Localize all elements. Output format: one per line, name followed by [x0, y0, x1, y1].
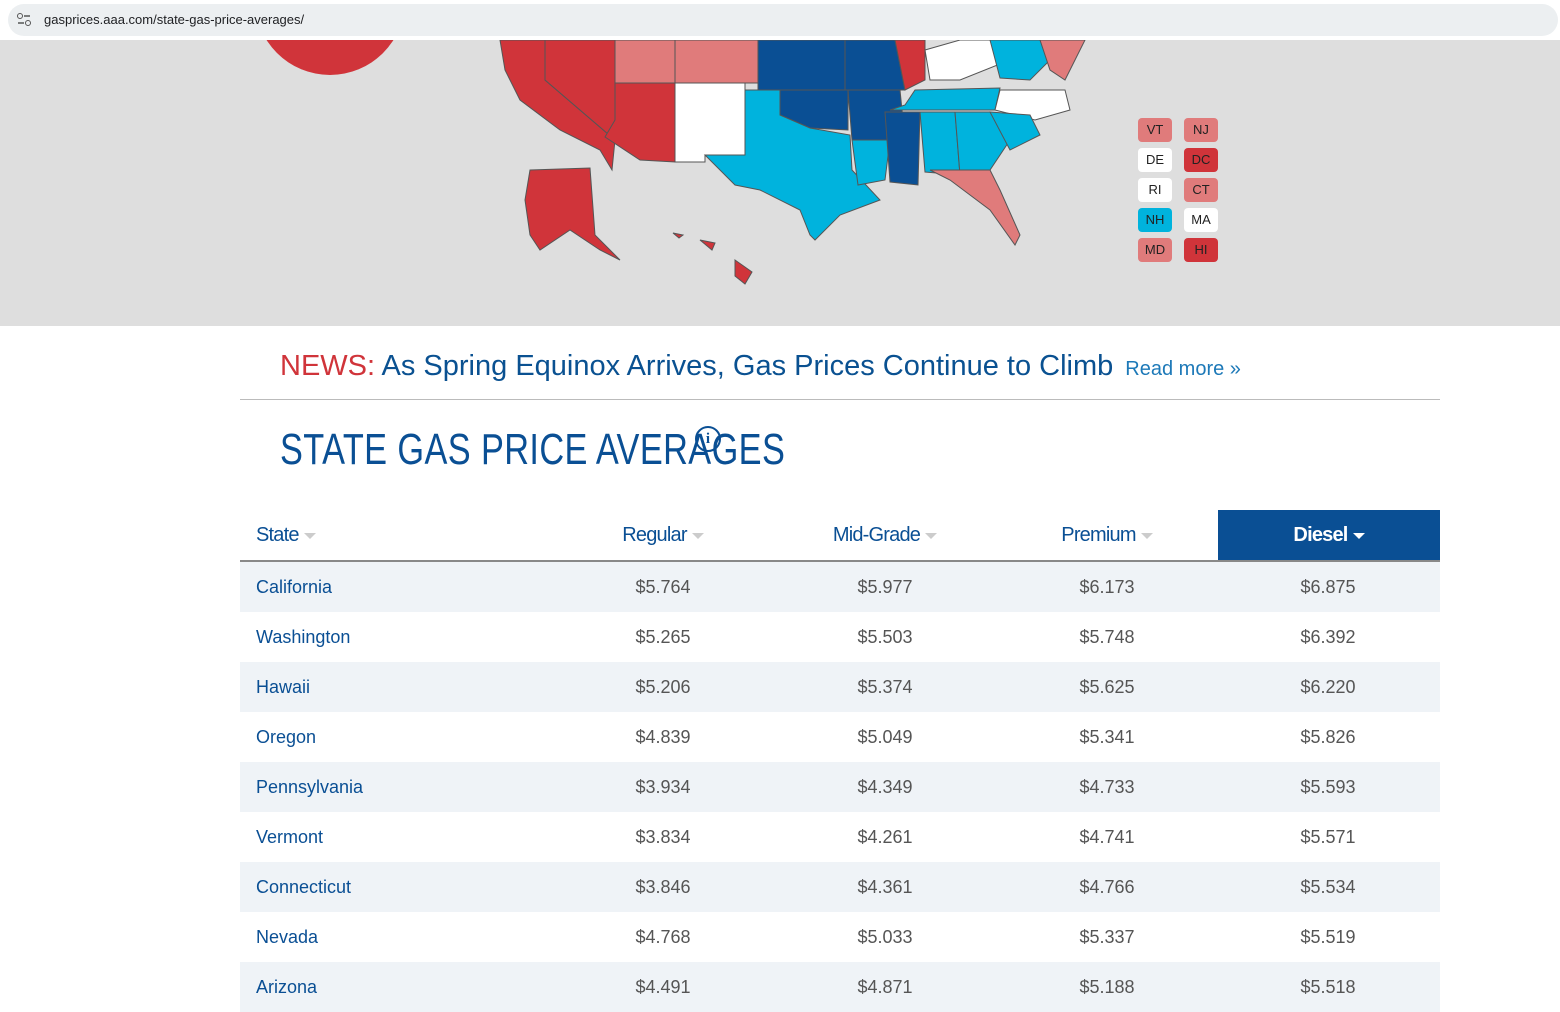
price: $4.741: [1079, 827, 1135, 847]
table-row: Hawaii $5.206 $5.374 $5.625 $6.220: [240, 662, 1440, 712]
table-row: Arizona $4.491 $4.871 $5.188 $5.518: [240, 962, 1440, 1012]
state-name[interactable]: Pennsylvania: [256, 777, 364, 797]
state-name[interactable]: Arizona: [256, 977, 318, 997]
price: $3.934: [635, 777, 691, 797]
price: $3.846: [635, 877, 691, 897]
price: $5.337: [1079, 927, 1135, 947]
price: $4.839: [635, 727, 691, 747]
sort-arrow: [1140, 532, 1153, 539]
table-row: California $5.764 $5.977 $6.173 $6.875: [240, 562, 1440, 612]
state-badge[interactable]: CT: [1184, 178, 1218, 202]
price: $4.261: [857, 827, 913, 847]
price: $4.349: [857, 777, 913, 797]
sort-arrow: [925, 532, 938, 539]
price: $5.977: [857, 577, 913, 597]
divider: [240, 399, 1440, 400]
column-header-text: State: [256, 524, 299, 546]
sort-arrow: [1352, 532, 1365, 539]
price: $4.768: [635, 927, 691, 947]
state-badge[interactable]: MA: [1184, 208, 1218, 232]
price: $6.173: [1079, 577, 1135, 597]
price: $5.748: [1079, 627, 1135, 647]
price: $4.491: [635, 977, 691, 997]
state-name[interactable]: Hawaii: [256, 677, 311, 697]
price: $3.834: [635, 827, 691, 847]
column-header-text: Diesel: [1293, 524, 1348, 546]
column-header-text: Premium: [1061, 524, 1136, 546]
price: $4.361: [857, 877, 913, 897]
price: $5.593: [1300, 777, 1356, 797]
state-badge[interactable]: NJ: [1184, 118, 1218, 142]
table-row: Nevada $4.768 $5.033 $5.337 $5.519: [240, 912, 1440, 962]
state-name[interactable]: California: [256, 577, 333, 597]
table-row: Oregon $4.839 $5.049 $5.341 $5.826: [240, 712, 1440, 762]
column-header[interactable]: Premium: [1007, 510, 1207, 560]
price: $5.518: [1300, 977, 1356, 997]
table-row: Pennsylvania $3.934 $4.349 $4.733 $5.593: [240, 762, 1440, 812]
state-badge[interactable]: MD: [1138, 238, 1172, 262]
sort-arrow: [303, 532, 316, 539]
column-header-text: Mid-Grade: [832, 524, 921, 546]
price: $6.875: [1300, 577, 1356, 597]
table-row: Connecticut $3.846 $4.361 $4.766 $5.534: [240, 862, 1440, 912]
price: $5.826: [1300, 727, 1356, 747]
table-row: Washington $5.265 $5.503 $5.748 $6.392: [240, 612, 1440, 662]
table-header: State Regular Mid-Grade Premium Diesel: [240, 510, 1440, 562]
price: $5.503: [857, 627, 913, 647]
price: $5.049: [857, 727, 913, 747]
info-icon[interactable]: i: [695, 426, 721, 452]
news-headline[interactable]: As Spring Equinox Arrives, Gas Prices Co…: [381, 350, 1114, 382]
price: $5.374: [857, 677, 913, 697]
price: $5.265: [635, 627, 691, 647]
news-banner: NEWS: As Spring Equinox Arrives, Gas Pri…: [280, 350, 1241, 383]
sort-arrow: [691, 532, 704, 539]
state-name[interactable]: Washington: [256, 627, 351, 647]
price: $5.625: [1079, 677, 1135, 697]
price: $6.220: [1300, 677, 1356, 697]
price-table: State Regular Mid-Grade Premium Diesel Califo…: [240, 510, 1440, 1012]
state-badge[interactable]: RI: [1138, 178, 1172, 202]
address-bar[interactable]: [8, 4, 1558, 36]
site-info-icon[interactable]: [16, 12, 32, 28]
state-badge[interactable]: HI: [1184, 238, 1218, 262]
price: $4.871: [857, 977, 913, 997]
state-name[interactable]: Oregon: [256, 727, 317, 747]
price: $5.341: [1079, 727, 1135, 747]
price: $5.188: [1079, 977, 1135, 997]
read-more-link[interactable]: Read more »: [1125, 358, 1241, 380]
price: $5.519: [1300, 927, 1356, 947]
state-name[interactable]: Nevada: [256, 927, 319, 947]
price: $5.571: [1300, 827, 1356, 847]
price: $4.766: [1079, 877, 1135, 897]
browser-bar: gasprices.aaa.com/state-gas-price-averag…: [0, 0, 1560, 40]
state-name[interactable]: Vermont: [256, 827, 324, 847]
column-header[interactable]: State: [256, 510, 316, 560]
us-map: [266, 40, 1086, 285]
price: $5.033: [857, 927, 913, 947]
column-header[interactable]: Regular: [563, 510, 763, 560]
state-badge[interactable]: DE: [1138, 148, 1172, 172]
state-badge[interactable]: DC: [1184, 148, 1218, 172]
table-row: Vermont $3.834 $4.261 $4.741 $5.571: [240, 812, 1440, 862]
state-badge[interactable]: VT: [1138, 118, 1172, 142]
column-header[interactable]: Diesel: [1218, 510, 1440, 560]
news-label: NEWS:: [280, 350, 376, 382]
state-badge[interactable]: NH: [1138, 208, 1172, 232]
price-map: VT NJ DE DC RI CT NH MA MD HI: [0, 40, 1560, 326]
column-header[interactable]: Mid-Grade: [785, 510, 985, 560]
price: $5.534: [1300, 877, 1356, 897]
price: $6.392: [1300, 627, 1356, 647]
price: $5.206: [635, 677, 691, 697]
state-name[interactable]: Connecticut: [256, 877, 352, 897]
price: $4.733: [1079, 777, 1135, 797]
price: $5.764: [635, 577, 691, 597]
column-header-text: Regular: [622, 524, 687, 546]
url[interactable]: gasprices.aaa.com/state-gas-price-averag…: [44, 12, 305, 27]
